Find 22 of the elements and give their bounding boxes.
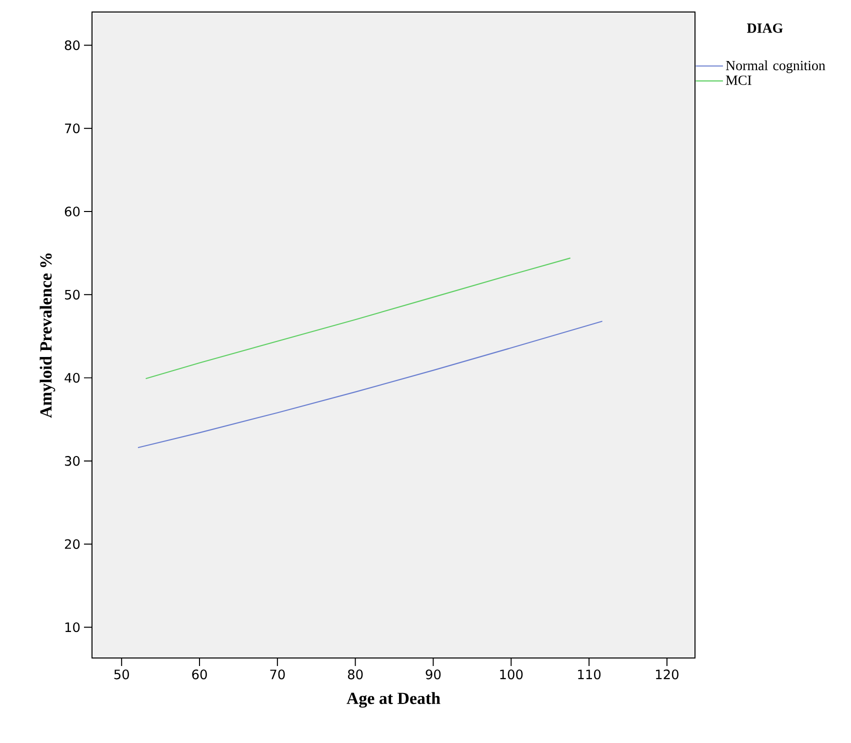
x-axis-title: Age at Death — [346, 692, 440, 708]
x-tick-label: 60 — [192, 670, 207, 680]
y-tick-label: 30 — [64, 456, 80, 466]
x-tick-label: 100 — [500, 670, 523, 680]
y-tick-label: 60 — [64, 206, 80, 216]
y-tick-label: 80 — [64, 40, 80, 50]
x-tick-label: 80 — [348, 670, 363, 680]
x-tick-label: 50 — [114, 670, 129, 680]
x-tick-label: 120 — [656, 670, 678, 680]
x-tick-label: 90 — [426, 670, 441, 680]
legend-label: MCI — [726, 76, 752, 85]
y-tick-label: 40 — [64, 372, 80, 383]
y-tick-label: 20 — [64, 539, 80, 549]
x-tick-label: 70 — [270, 670, 285, 680]
line-series — [137, 320, 603, 448]
y-axis-title: Amyloid Prevalence % — [40, 253, 56, 418]
y-tick-label: 50 — [65, 290, 80, 300]
x-tick-label: 110 — [578, 670, 601, 680]
y-tick-label: 70 — [65, 123, 80, 134]
legend-label: Normal cognition — [726, 60, 826, 74]
y-tick-label: 10 — [65, 622, 80, 632]
legend-title: DIAG — [747, 23, 783, 33]
